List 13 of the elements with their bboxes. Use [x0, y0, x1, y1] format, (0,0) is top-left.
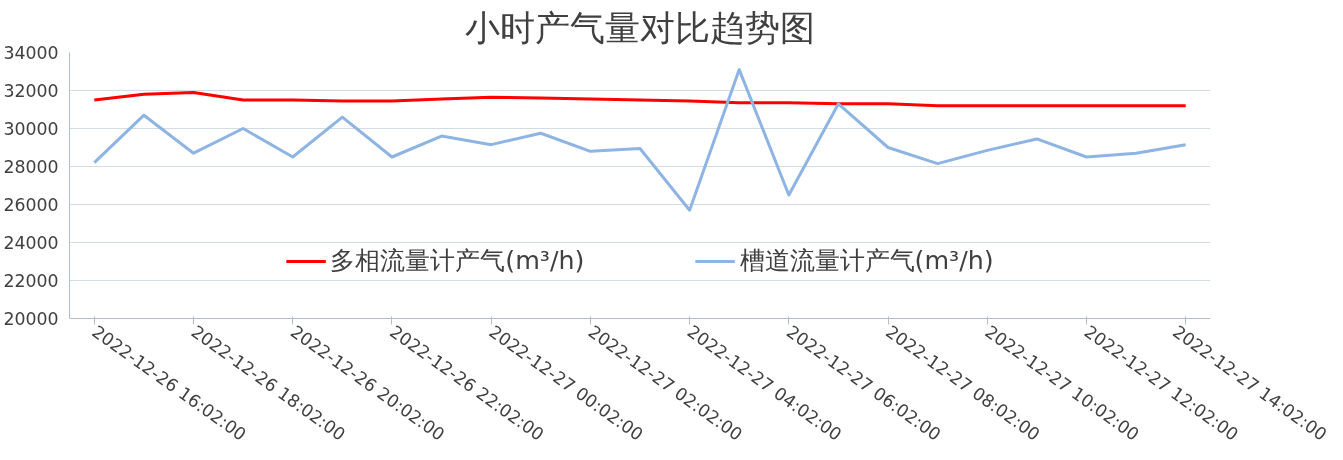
y-tick-label: 34000 — [3, 43, 59, 63]
y-tick-label: 26000 — [3, 195, 59, 215]
y-tick-label: 32000 — [3, 81, 59, 101]
line-series — [92, 68, 1188, 212]
legend-label: 槽道流量计产气(m³/h) — [739, 244, 994, 277]
y-tick-label: 28000 — [3, 157, 59, 177]
line-series — [92, 90, 1188, 108]
legend-label: 多相流量计产气(m³/h) — [330, 244, 585, 277]
chart-title: 小时产气量对比趋势图 — [465, 7, 815, 48]
y-tick-label: 22000 — [3, 271, 59, 291]
y-tick-label: 20000 — [3, 309, 59, 329]
y-tick-label: 24000 — [3, 233, 59, 253]
y-tick-label: 30000 — [3, 119, 59, 139]
